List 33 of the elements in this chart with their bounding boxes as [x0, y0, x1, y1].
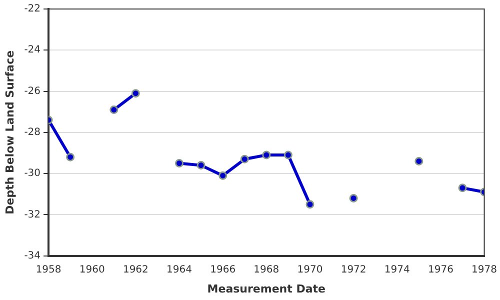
y-tick-label: -22 [24, 4, 41, 15]
point [262, 150, 271, 160]
point [218, 171, 228, 180]
x-tick-label: 1958 [36, 264, 62, 276]
point [284, 150, 292, 160]
x-tick-label: 1966 [210, 264, 236, 276]
y-tick-label: -24 [24, 44, 41, 56]
point [110, 106, 118, 114]
y-tick-label: -32 [24, 209, 41, 220]
x-tick-label: 1962 [122, 264, 148, 276]
point [131, 89, 140, 98]
point [414, 156, 424, 166]
y-axis-title: Depth Below Land Surface [3, 50, 16, 214]
x-tick-label: 1972 [340, 264, 366, 276]
point [240, 154, 249, 164]
x-tick-label: 1970 [297, 264, 323, 276]
x-axis-title: Measurement Date [207, 282, 326, 296]
point [175, 159, 184, 168]
x-tick-label: 1974 [384, 264, 410, 276]
x-tick-label: 1978 [472, 264, 497, 276]
x-tick-label: 1960 [79, 264, 105, 276]
y-tick-label: -28 [24, 126, 41, 138]
x-tick-label: 1976 [428, 264, 454, 276]
point [196, 161, 206, 170]
y-tick-label: -30 [24, 168, 41, 180]
point [349, 194, 358, 202]
x-tick-label: 1964 [166, 264, 192, 276]
point [306, 200, 314, 209]
y-tick-label: -34 [24, 250, 41, 262]
point [66, 152, 75, 162]
x-tick-label: 1968 [254, 264, 280, 276]
point [458, 184, 467, 192]
y-tick-label: -26 [24, 86, 41, 97]
